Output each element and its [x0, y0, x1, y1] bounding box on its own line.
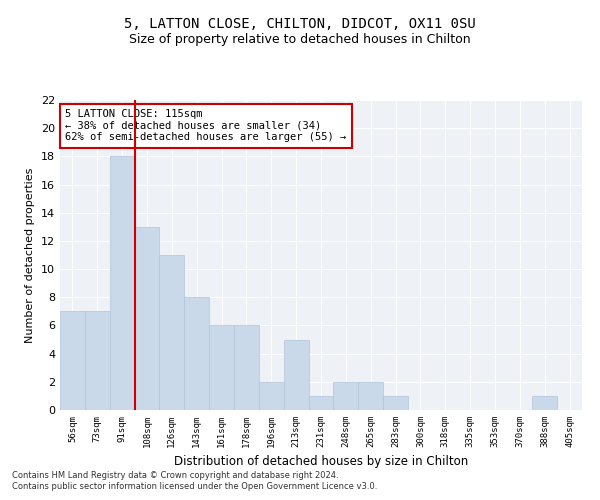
Bar: [259, 382, 284, 410]
Bar: [160, 255, 184, 410]
Bar: [209, 326, 234, 410]
X-axis label: Distribution of detached houses by size in Chilton: Distribution of detached houses by size …: [174, 456, 468, 468]
Bar: [284, 340, 308, 410]
Bar: [134, 227, 160, 410]
Text: 5 LATTON CLOSE: 115sqm
← 38% of detached houses are smaller (34)
62% of semi-det: 5 LATTON CLOSE: 115sqm ← 38% of detached…: [65, 110, 346, 142]
Bar: [358, 382, 383, 410]
Bar: [334, 382, 358, 410]
Bar: [532, 396, 557, 410]
Text: Size of property relative to detached houses in Chilton: Size of property relative to detached ho…: [129, 32, 471, 46]
Bar: [308, 396, 334, 410]
Bar: [110, 156, 134, 410]
Bar: [184, 298, 209, 410]
Bar: [60, 312, 85, 410]
Bar: [85, 312, 110, 410]
Bar: [383, 396, 408, 410]
Text: Contains public sector information licensed under the Open Government Licence v3: Contains public sector information licen…: [12, 482, 377, 491]
Text: Contains HM Land Registry data © Crown copyright and database right 2024.: Contains HM Land Registry data © Crown c…: [12, 470, 338, 480]
Y-axis label: Number of detached properties: Number of detached properties: [25, 168, 35, 342]
Text: 5, LATTON CLOSE, CHILTON, DIDCOT, OX11 0SU: 5, LATTON CLOSE, CHILTON, DIDCOT, OX11 0…: [124, 18, 476, 32]
Bar: [234, 326, 259, 410]
